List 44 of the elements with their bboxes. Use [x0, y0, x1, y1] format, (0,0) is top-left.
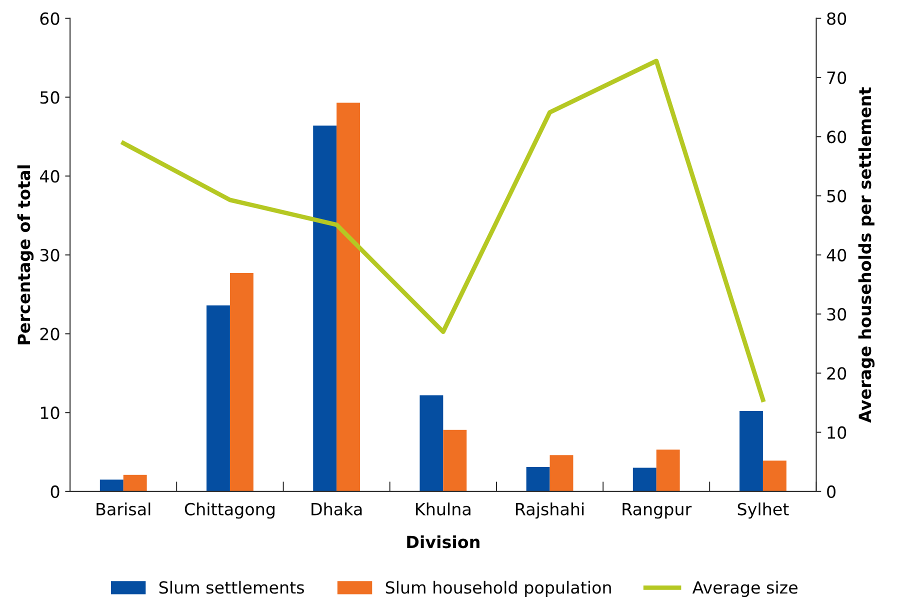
y2-tick-label: 60 [827, 130, 846, 144]
x-axis-title: Division [407, 535, 480, 548]
bar [420, 395, 444, 492]
x-tick-label: Rangpur [622, 503, 692, 519]
y2-tick-label: 50 [827, 190, 846, 202]
bar [123, 474, 147, 492]
bar [550, 455, 574, 492]
y2-tick-label: 30 [827, 308, 846, 321]
legend-label: Slum household population [386, 580, 611, 597]
y-axis-title: Percentage of total [17, 165, 34, 344]
y2-tick-label: 80 [827, 12, 846, 25]
y2-tick-label: 10 [828, 426, 846, 439]
x-tick-label: Chittagong [184, 502, 274, 519]
y-tick-label: 50 [40, 91, 60, 104]
x-tick-label: Barisal [96, 502, 150, 516]
bar [632, 468, 656, 492]
y2-tick-label: 20 [827, 367, 846, 380]
bar [206, 305, 230, 492]
y-tick-label: 10 [40, 406, 60, 420]
y2-axis-title: Average households per settlement [858, 87, 875, 423]
bar [313, 126, 337, 492]
x-tick-label: Sylhet [738, 502, 789, 519]
bar [762, 460, 786, 492]
y-tick-label: 0 [50, 485, 60, 498]
bar [100, 480, 124, 492]
y-tick-label: 60 [40, 12, 60, 25]
x-tick-label: Rajshahi [516, 502, 584, 519]
bar [526, 466, 550, 492]
line-series [121, 58, 766, 402]
bar [230, 273, 254, 492]
legend-label: Slum settlements [159, 580, 304, 594]
y2-tick-label: 70 [827, 71, 846, 84]
y2-tick-label: 0 [827, 485, 836, 498]
y-tick-label: 30 [40, 248, 60, 262]
legend-label: Average size [692, 580, 798, 597]
x-tick-label: Dhaka [312, 502, 362, 516]
bar [443, 430, 467, 492]
bar [656, 450, 680, 492]
bar [740, 411, 763, 492]
y-tick-label: 40 [40, 170, 60, 183]
bar [336, 102, 360, 492]
x-tick-label: Khulna [416, 502, 470, 516]
y2-tick-label: 40 [826, 248, 846, 262]
y-tick-label: 20 [40, 328, 60, 340]
